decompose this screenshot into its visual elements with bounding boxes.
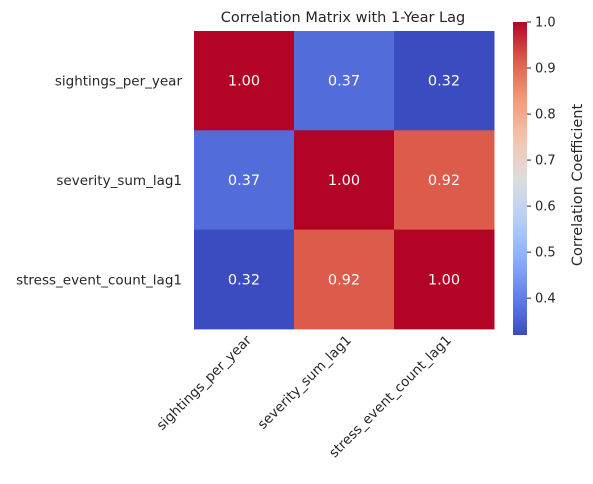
heatmap-cell [394,31,495,131]
heatmap-cell [294,229,395,330]
colorbar-tick-label: 0.8 [535,108,556,123]
cell-value-label: 0.37 [228,173,260,189]
colorbar-tick-label: 0.7 [535,154,556,169]
colorbar-gradient [513,22,527,335]
row-tick-labels: sightings_per_year severity_sum_lag1stres… [16,74,182,289]
heatmap-cell [394,130,495,231]
colorbar: 0.4 0.5 0.6 0.7 0.8 0.9 1.0 [513,16,556,335]
colorbar-tick-label: 0.6 [535,200,556,215]
heatmap-cell [194,130,295,231]
cell-value-label: 0.92 [428,173,460,189]
chart-title: Correlation Matrix with 1-Year Lag [221,10,465,26]
cell-value-label: 0.32 [228,272,260,288]
colorbar-tick-label: 0.5 [535,246,556,261]
colorbar-tick-label: 1.0 [535,16,556,31]
column-tick-label: sightings_per_year [154,332,256,434]
heatmap-cell [194,31,295,131]
heatmap-cell [294,130,395,231]
heatmap-cell [194,229,295,330]
cell-value-label: 1.00 [428,272,460,288]
cell-value-label: 1.00 [228,74,260,90]
colorbar-tick-label: 0.4 [535,292,556,307]
row-tick-label: sightings_per_year [55,74,183,90]
colorbar-label: Correlation Coefficient [570,104,586,267]
colorbar-tick-label: 0.9 [535,62,556,77]
heatmap-cell [294,31,395,131]
cell-value-label: 0.92 [328,272,360,288]
cell-value-label: 0.37 [328,74,360,90]
column-tick-label: severity_sum_lag1 [255,332,355,432]
column-tick-labels: sightings_per_year severity_sum_lag1stres… [154,332,455,461]
heatmap-cells: 1.00 0.37 0.32 0.37 1.00 0.92 0.32 0.92 1.00 [194,31,495,330]
row-tick-label: stress_event_count_lag1 [16,272,182,288]
heatmap-cell [394,229,495,330]
cell-value-label: 0.32 [428,74,460,90]
row-tick-label: severity_sum_lag1 [56,173,182,189]
cell-value-label: 1.00 [328,173,360,189]
